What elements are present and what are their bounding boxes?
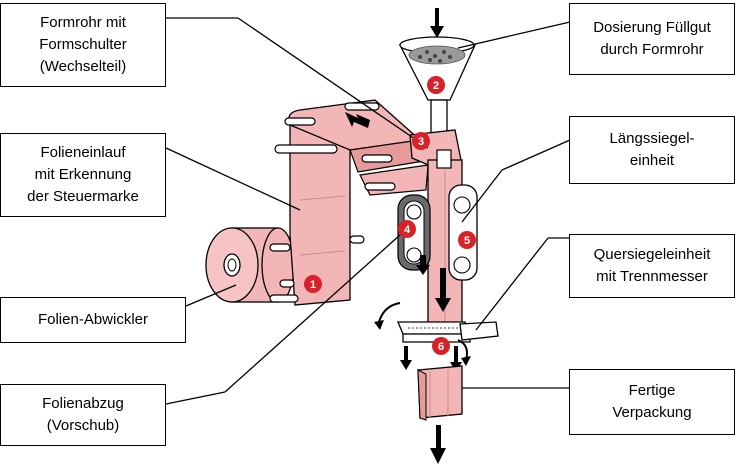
guide-rollers: [269, 102, 396, 303]
label-abwickler-text: Folien-Abwickler: [37, 311, 149, 328]
belt-down-arrow: [416, 255, 430, 275]
label-quersiegel: Quersiegeleinheit mit Trennmesser: [569, 234, 735, 298]
svg-text:6: 6: [438, 341, 444, 353]
label-formrohr: Formrohr mit Formschulter (Wechselteil): [0, 3, 166, 87]
label-laengssiegel-text: Längssiegel- einheit: [609, 130, 695, 169]
label-quersiegel-text: Quersiegeleinheit mit Trennmesser: [593, 246, 711, 285]
label-abwickler: Folien-Abwickler: [0, 297, 186, 343]
label-folieneinlauf: Folieneinlauf mit Erkennung der Steuerma…: [0, 133, 166, 217]
label-laengssiegel: Längssiegel- einheit: [569, 116, 735, 184]
marker-3: 3: [412, 132, 430, 150]
svg-text:5: 5: [464, 235, 470, 247]
svg-text:1: 1: [310, 279, 316, 291]
label-fertig-text: Fertige Verpackung: [612, 382, 692, 421]
label-dosierung: Dosierung Füllgut durch Formrohr: [569, 3, 735, 75]
label-folienabzug-text: Folienabzug (Vorschub): [42, 395, 124, 434]
marker-2: 2: [427, 76, 445, 94]
forming-shoulder: [409, 129, 463, 333]
film-direction-arrow: [345, 112, 370, 128]
marker-6: 6: [432, 337, 450, 355]
tube-down-arrow: [435, 268, 451, 312]
leader-lines: [165, 17, 571, 405]
finished-bag: [417, 365, 463, 421]
label-fertig: Fertige Verpackung: [569, 369, 735, 435]
label-dosierung-text: Dosierung Füllgut durch Formrohr: [593, 19, 711, 58]
label-formrohr-text: Formrohr mit Formschulter (Wechselteil): [39, 14, 127, 75]
film-roll: [205, 227, 295, 303]
output-arrow: [430, 425, 446, 464]
jaw-arrow-left: [400, 346, 412, 370]
marker-4: 4: [398, 220, 416, 238]
svg-text:4: 4: [404, 224, 411, 236]
label-folienabzug: Folienabzug (Vorschub): [0, 384, 166, 446]
rotate-arrow-right: [457, 339, 468, 361]
dosing-arrow: [430, 8, 444, 38]
svg-text:3: 3: [418, 136, 424, 148]
marker-1: 1: [304, 275, 322, 293]
svg-text:2: 2: [433, 80, 439, 92]
label-folieneinlauf-text: Folieneinlauf mit Erkennung der Steuerma…: [27, 144, 139, 205]
marker-5: 5: [458, 231, 476, 249]
cross-sealing-jaws: [397, 321, 499, 343]
hopper: [398, 36, 477, 161]
jaw-arrow-right: [450, 346, 462, 372]
